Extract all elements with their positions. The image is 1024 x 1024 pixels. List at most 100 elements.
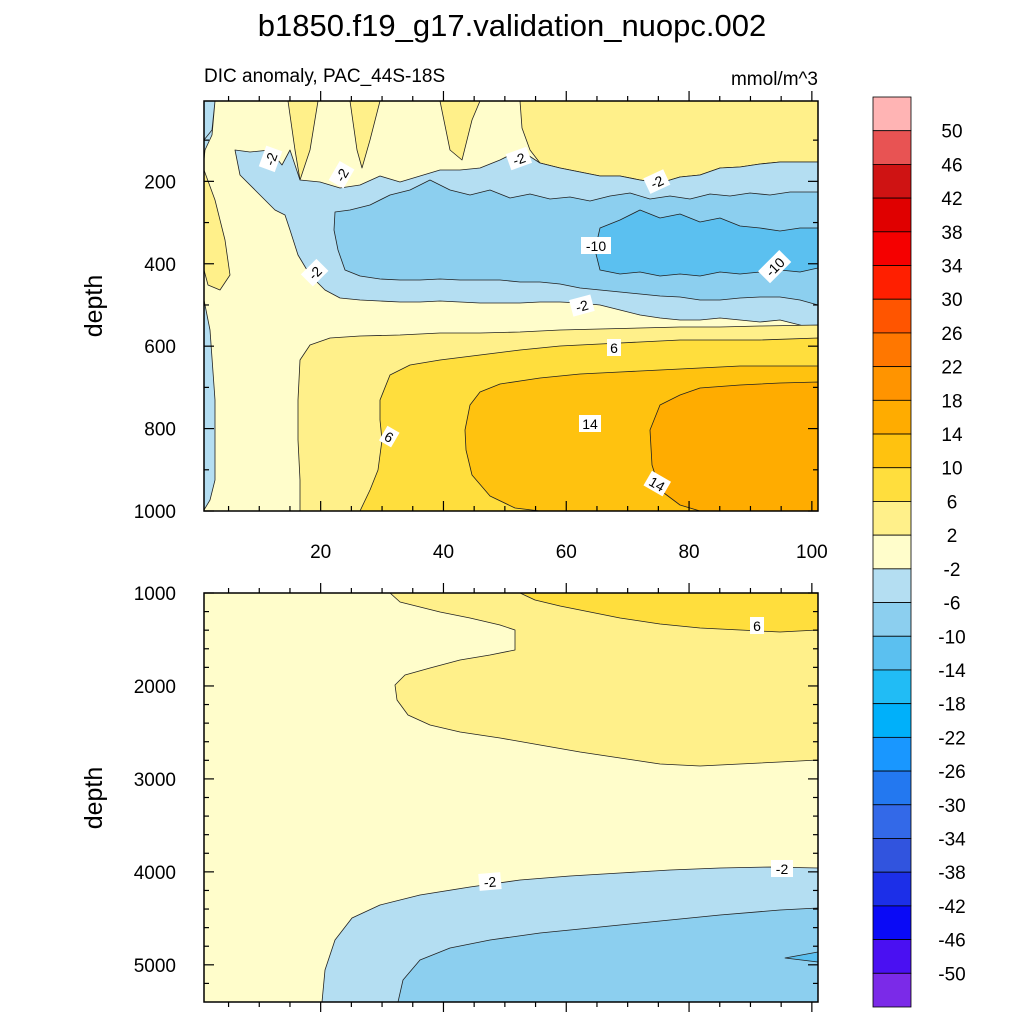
upper-x-tick-label: 60 [556,542,577,563]
upper-contour-label: -2 [505,146,533,171]
colorbar-box [872,231,912,266]
upper-region-14 [649,381,818,511]
upper-contour-label-bg [643,169,671,194]
colorbar-label: 42 [941,189,962,210]
colorbar-label: 18 [941,391,962,412]
colorbar-box [872,669,912,705]
figure-title: b1850.f19_g17.validation_nuopc.002 [258,8,767,43]
upper-contour-label-bg [505,146,533,171]
colorbar-box [872,568,912,603]
upper-contour-label-text: 14 [582,416,598,432]
colorbar-label: -18 [938,695,965,716]
upper-ticks [204,91,818,512]
upper-region-streak-a [287,101,319,181]
lower-region-n10 [397,907,818,1002]
upper-y-tick-label: 1000 [134,502,176,523]
colorbar-label: -30 [938,796,965,817]
lower-y-tick-label: 2000 [134,677,176,698]
lower-y-tick-label: 1000 [134,584,176,605]
upper-contour-label-text: 14 [646,473,668,495]
colorbar-label: 22 [941,358,962,379]
upper-contour-label: -2 [328,160,355,189]
colorbar-box [872,399,912,435]
colorbar-box [872,635,912,671]
upper-contour-label-bg [569,294,595,317]
colorbar: 50 46 42 38 34 30 26 22 18 14 10 6 2 -2 -6 -10 -14 -18 -22… [872,96,966,1008]
colorbar-box [872,467,912,502]
lower-contour-label-text: -2 [776,861,789,877]
lower-contour-label: -2 [771,860,793,877]
colorbar-box [872,265,912,300]
upper-contour-label-text: -2 [510,149,527,168]
lower-region-2 [389,593,818,767]
colorbar-box [872,703,912,738]
colorbar-label: -14 [938,661,966,682]
lower-contour-labels: 6 -2 -2 [478,617,793,891]
upper-contour-label-text: -2 [574,297,590,316]
upper-contour-label: -2 [300,258,329,287]
lower-contour-label-text: 6 [753,618,761,634]
colorbar-label: 34 [941,257,963,278]
upper-contour-label: 14 [579,415,601,432]
colorbar-label: 30 [941,290,962,311]
colorbar-box [872,130,912,165]
upper-contour-label-text: -10 [586,238,606,254]
upper-x-tick-label: 100 [796,542,828,563]
colorbar-box [872,197,912,233]
colorbar-label: 50 [941,122,962,143]
lower-contour-label-bg [750,617,764,634]
colorbar-label: 14 [941,425,963,446]
upper-contour-label-bg [643,470,672,497]
upper-subtitle-right: mmol/m^3 [731,69,818,90]
upper-y-axis-label: depth [80,275,108,338]
colorbar-box [872,972,912,1008]
colorbar-box [872,164,912,199]
colorbar-box [872,433,912,469]
upper-x-tick-label: 20 [310,542,331,563]
upper-contour-label-bg [579,415,601,432]
lower-region-n10-sliver [784,951,818,963]
upper-y-tick-label: 200 [144,172,176,193]
upper-y-tick-labels: 200 400 600 800 1000 [134,172,176,523]
upper-panel: 200 400 600 800 1000 20 40 60 80 100 depth -2 -2 -… [80,91,828,563]
upper-contour-label-bg [378,425,400,448]
upper-contour-label: 6 [378,425,400,448]
upper-y-tick-label: 400 [144,255,176,276]
colorbar-label: -2 [944,560,961,581]
lower-panel: 1000 2000 3000 4000 5000 depth 6 -2 -2 [80,583,819,1012]
lower-y-tick-labels: 1000 2000 3000 4000 5000 [134,584,176,977]
upper-y-tick-label: 600 [144,337,176,358]
colorbar-box [872,534,912,570]
lower-y-tick-label: 5000 [134,956,176,977]
colorbar-box [872,871,912,907]
upper-contour-label-bg [258,145,283,173]
colorbar-box [872,501,912,536]
upper-contour-label-bg [328,160,355,189]
colorbar-label: 46 [941,155,962,176]
upper-contour-label-bg [300,258,329,287]
upper-subtitle-left: DIC anomaly, PAC_44S-18S [204,66,445,87]
colorbar-label: -26 [938,762,965,783]
colorbar-label: -22 [938,728,965,749]
upper-contour-label: 14 [643,470,672,497]
upper-region-n14 [594,209,818,277]
lower-contour-label: 6 [750,617,764,634]
upper-y-tick-label: 800 [144,420,176,441]
upper-contour-label: -2 [258,145,283,173]
upper-region-streak-c [439,101,481,161]
colorbar-label: -42 [938,897,965,918]
upper-x-tick-labels: 20 40 60 80 100 [310,542,828,563]
colorbar-label: 38 [941,223,962,244]
colorbar-box [872,736,912,772]
lower-y-tick-label: 3000 [134,770,176,791]
colorbar-box [872,770,912,806]
upper-contour-label: -2 [643,169,671,194]
lower-y-axis-label: depth [80,767,108,830]
colorbar-box [872,96,912,132]
colorbar-label: -6 [944,594,961,615]
upper-contour-label: 6 [607,339,621,356]
lower-contour-label-text: -2 [483,873,497,890]
upper-x-tick-label: 40 [433,542,454,563]
